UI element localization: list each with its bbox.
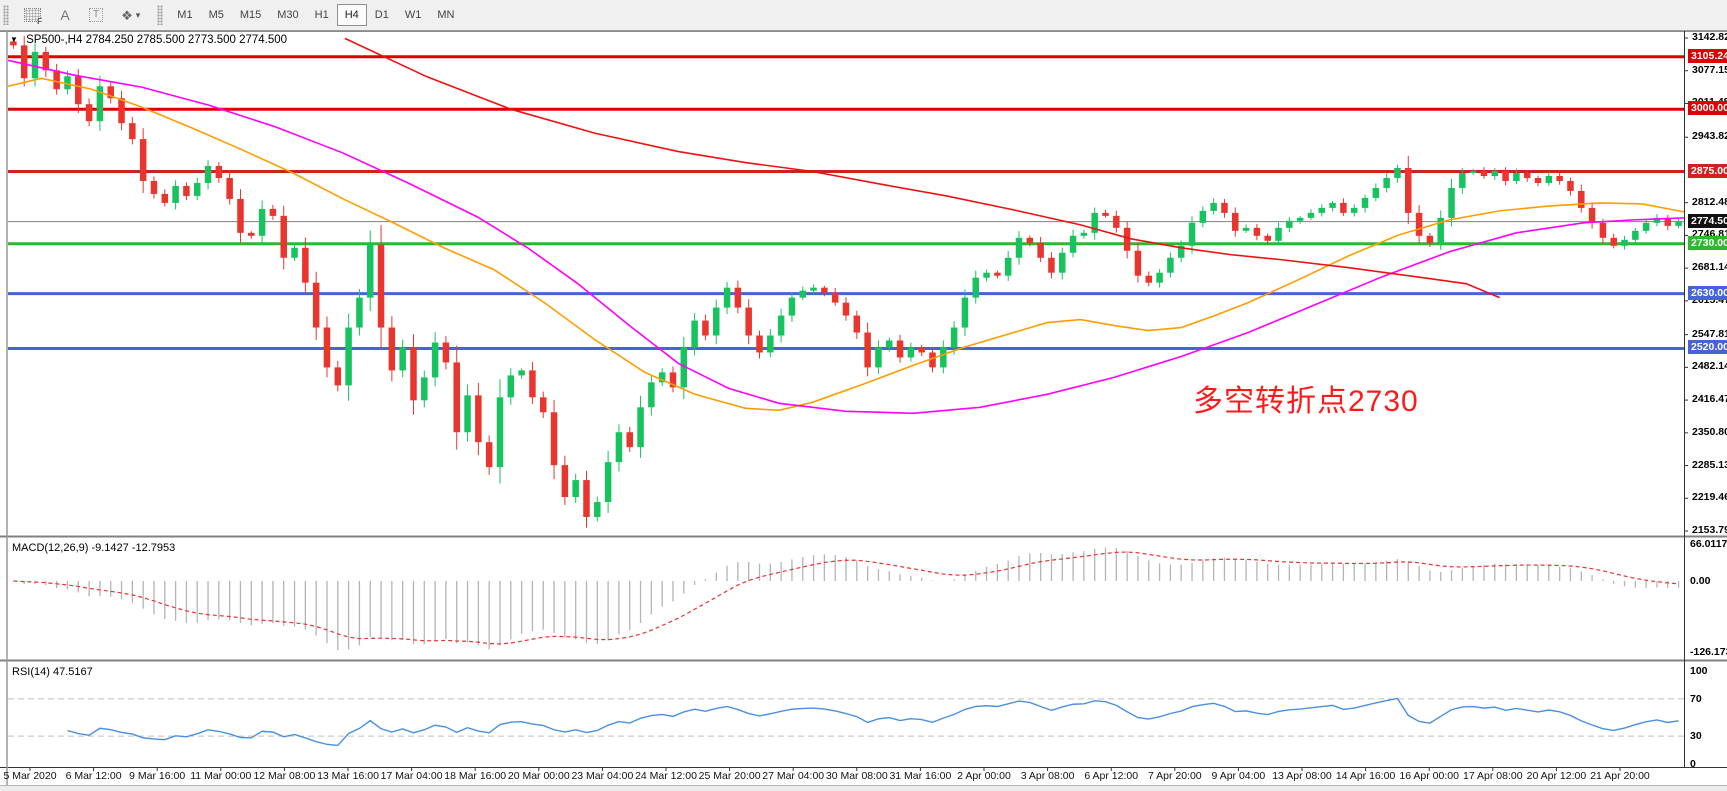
rsi-axis-label: 70	[1690, 692, 1702, 705]
time-tick-label: 17 Mar 04:00	[380, 770, 443, 782]
rsi-axis-label: 100	[1690, 665, 1708, 677]
timeframe-m30[interactable]: M30	[269, 4, 306, 26]
timeframe-h1[interactable]: H1	[307, 4, 337, 26]
time-tick-label: 9 Mar 16:00	[129, 770, 186, 782]
chart-grid-icon: F	[24, 8, 42, 26]
price-tick-label: 2482.140	[1692, 360, 1727, 373]
price-tick-label: 2285.130	[1692, 458, 1727, 471]
macd-axis-label: -126.173	[1690, 645, 1727, 658]
chevron-down-icon: ▾	[135, 9, 141, 20]
price-tick-label: 2219.460	[1692, 491, 1727, 504]
timeframe-m1[interactable]: M1	[169, 4, 200, 26]
time-tick-label: 17 Apr 08:00	[1463, 770, 1523, 782]
rsi-line	[67, 697, 1679, 747]
price-tick-label: 2943.820	[1692, 130, 1727, 143]
price-level-badge: 2520.000	[1688, 340, 1727, 355]
arrows-icon: ❖	[121, 7, 133, 23]
time-tick-label: 9 Apr 04:00	[1211, 770, 1266, 782]
price-tick-label: 2681.140	[1692, 261, 1727, 274]
price-level-badge: 2730.000	[1688, 235, 1727, 250]
price-level-badge: 3105.244	[1688, 48, 1727, 63]
toolbar-drag-handle[interactable]	[3, 5, 9, 25]
time-tick-label: 30 Mar 08:00	[825, 770, 888, 782]
window-bottom-strip	[0, 785, 1727, 791]
price-tick-label: 3077.150	[1692, 63, 1727, 76]
time-tick-label: 6 Mar 12:00	[65, 770, 122, 782]
text-box-icon: T	[89, 8, 104, 22]
timeframe-h4[interactable]: H4	[336, 4, 367, 26]
price-tick-label: 2153.790	[1692, 524, 1727, 537]
price-level-badge: 2630.000	[1688, 285, 1727, 300]
time-tick-label: 14 Apr 16:00	[1335, 770, 1396, 782]
symbol-period-label: SP500-,H4	[26, 34, 83, 46]
letter-a-icon: A	[60, 7, 70, 23]
rsi-indicator-label: RSI(14) 47.5167	[12, 666, 93, 678]
text-annotation-button[interactable]: A	[52, 4, 78, 26]
rsi-axis-label: 30	[1690, 730, 1702, 743]
toolbar: F A T ❖ ▾ M1 M5 M15 M30 H1 H4 D1 W1 MN	[0, 0, 1727, 31]
timeframe-w1[interactable]: W1	[397, 4, 430, 26]
price-level-badge: 3000.000	[1688, 101, 1727, 116]
rsi-axis-label: 0	[1690, 758, 1696, 770]
macd-axis-label: 66.0117	[1690, 538, 1727, 551]
macd-axis-label: 0.00	[1690, 575, 1711, 587]
time-tick-label: 12 Mar 08:00	[253, 770, 316, 782]
time-tick-label: 24 Mar 12:00	[635, 770, 697, 782]
chart-properties-button[interactable]: F	[17, 4, 48, 26]
chinese-annotation-text: 多空转折点2730	[1193, 385, 1419, 418]
time-tick-label: 3 Apr 08:00	[1020, 770, 1075, 782]
time-tick-label: 18 Mar 16:00	[444, 770, 507, 782]
timeframe-m15[interactable]: M15	[232, 4, 269, 26]
price-level-badge: 2774.500	[1688, 213, 1727, 228]
time-tick-label: 11 Mar 00:00	[190, 770, 252, 782]
chart-area-background	[0, 31, 1727, 785]
timeframe-bar: M1 M5 M15 M30 H1 H4 D1 W1 MN	[169, 4, 462, 26]
symbol-dropdown-icon[interactable]: ▼	[10, 35, 18, 44]
time-tick-label: 6 Apr 12:00	[1084, 770, 1139, 782]
time-tick-label: 21 Apr 20:00	[1590, 770, 1650, 782]
macd-signal-line	[13, 551, 1679, 645]
text-box-button[interactable]: T	[82, 4, 110, 26]
candlesticks	[10, 35, 1682, 528]
price-tick-label: 3142.820	[1692, 31, 1727, 43]
time-tick-label: 31 Mar 16:00	[889, 770, 952, 782]
price-level-badge: 2875.000	[1688, 163, 1727, 178]
time-tick-label: 13 Mar 16:00	[317, 770, 379, 782]
macd-histogram	[23, 547, 1680, 651]
draw-arrows-button[interactable]: ❖ ▾	[114, 4, 147, 26]
support-resistance-lines	[8, 55, 1684, 350]
time-tick-label: 20 Mar 00:00	[507, 770, 570, 782]
macd-indicator-label: MACD(12,26,9) -9.1427 -12.7953	[12, 542, 176, 554]
price-tick-label: 2547.810	[1692, 327, 1727, 340]
time-tick-label: 13 Apr 08:00	[1272, 770, 1332, 782]
timeframe-d1[interactable]: D1	[367, 4, 397, 26]
symbol-quote-line[interactable]: ▼ SP500-,H4 2784.250 2785.500 2773.500 2…	[10, 34, 287, 46]
time-tick-label: 25 Mar 20:00	[698, 770, 761, 782]
timeframe-mn[interactable]: MN	[429, 4, 462, 26]
time-tick-label: 2 Apr 00:00	[957, 770, 1011, 782]
price-tick-label: 2416.470	[1692, 393, 1727, 406]
price-tick-label: 2350.800	[1692, 425, 1727, 438]
time-tick-label: 5 Mar 2020	[3, 770, 57, 782]
time-tick-label: 16 Apr 00:00	[1399, 770, 1459, 782]
time-tick-label: 23 Mar 04:00	[571, 770, 634, 782]
time-tick-label: 27 Mar 04:00	[762, 770, 825, 782]
ma-slow-red	[344, 37, 1500, 299]
ma-fast-orange	[7, 77, 1685, 412]
timeframe-toolbar-drag-handle[interactable]	[157, 5, 164, 25]
ma-mid-magenta	[7, 59, 1685, 415]
time-tick-label: 20 Apr 12:00	[1526, 770, 1587, 782]
timeframe-m5[interactable]: M5	[201, 4, 232, 26]
panel-borders	[0, 31, 1727, 785]
time-tick-label: 7 Apr 20:00	[1147, 770, 1202, 782]
price-tick-label: 2812.480	[1692, 195, 1727, 208]
ohlc-quote-label: 2784.250 2785.500 2773.500 2774.500	[85, 34, 288, 46]
rsi-panel-lines	[8, 698, 1684, 737]
